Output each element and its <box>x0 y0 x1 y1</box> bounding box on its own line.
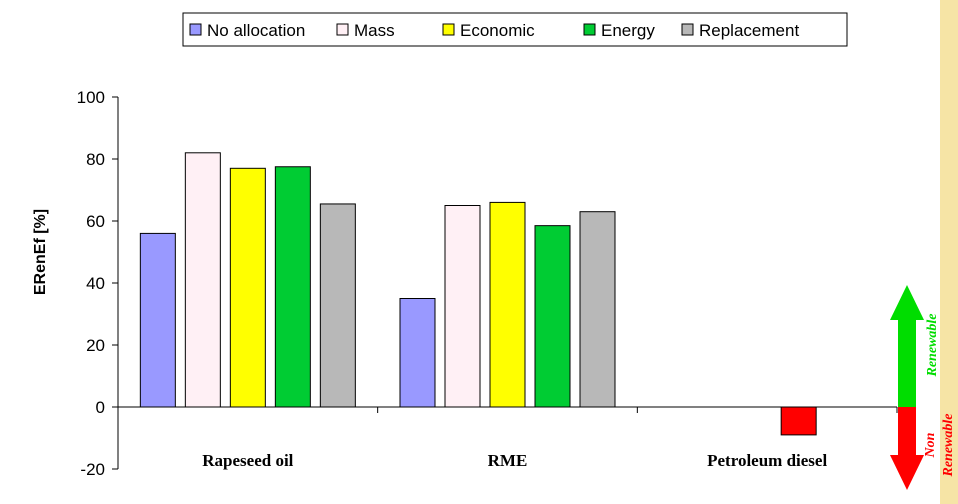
bar-economic <box>229 167 266 408</box>
bar-energy <box>534 225 571 408</box>
legend-label: No allocation <box>207 21 305 40</box>
labels: -20 0 20 40 60 80 100 Rapeseed oil RME Petroleum … <box>77 88 828 479</box>
bar-replacement <box>319 203 356 408</box>
bar-economic <box>489 201 526 408</box>
y-tick-label: 40 <box>86 274 105 293</box>
y-tick-label: -20 <box>80 460 105 479</box>
legend-label: Energy <box>601 21 655 40</box>
non-renewable-arrow <box>890 407 924 490</box>
legend-swatch <box>681 23 694 36</box>
bar-mass <box>184 152 221 408</box>
bar-no-allocation <box>139 232 176 408</box>
legend-swatch <box>336 23 349 36</box>
bar-petroleum-diesel <box>780 406 817 436</box>
y-tick-label: 60 <box>86 212 105 231</box>
legend-swatch <box>442 23 455 36</box>
y-tick-label: 100 <box>77 88 105 107</box>
legend-swatch <box>583 23 596 36</box>
y-tick-label: 20 <box>86 336 105 355</box>
renewable-label: Renewable <box>925 314 940 378</box>
x-category-label: Rapeseed oil <box>202 451 293 470</box>
non-renewable-label-1: Non <box>923 432 938 458</box>
non-renewable-label-2: Renewable <box>941 414 956 478</box>
bar-replacement <box>579 211 616 408</box>
x-category-label: Petroleum diesel <box>707 451 827 470</box>
renewable-arrow <box>890 285 924 407</box>
legend-label: Mass <box>354 21 395 40</box>
legend: No allocation Mass Economic Energy Replaceme… <box>182 12 848 47</box>
bar-no-allocation <box>399 298 436 408</box>
legend-label: Replacement <box>699 21 799 40</box>
legend-swatch <box>189 23 202 36</box>
y-axis-label: ERenEf [%] <box>32 209 49 295</box>
x-category-label: RME <box>488 451 528 470</box>
bar-energy <box>274 166 311 408</box>
y-tick-label: 0 <box>96 398 105 417</box>
legend-box <box>182 12 848 47</box>
legend-label: Economic <box>460 21 535 40</box>
bars <box>139 152 817 436</box>
y-tick-label: 80 <box>86 150 105 169</box>
bar-mass <box>444 205 481 408</box>
